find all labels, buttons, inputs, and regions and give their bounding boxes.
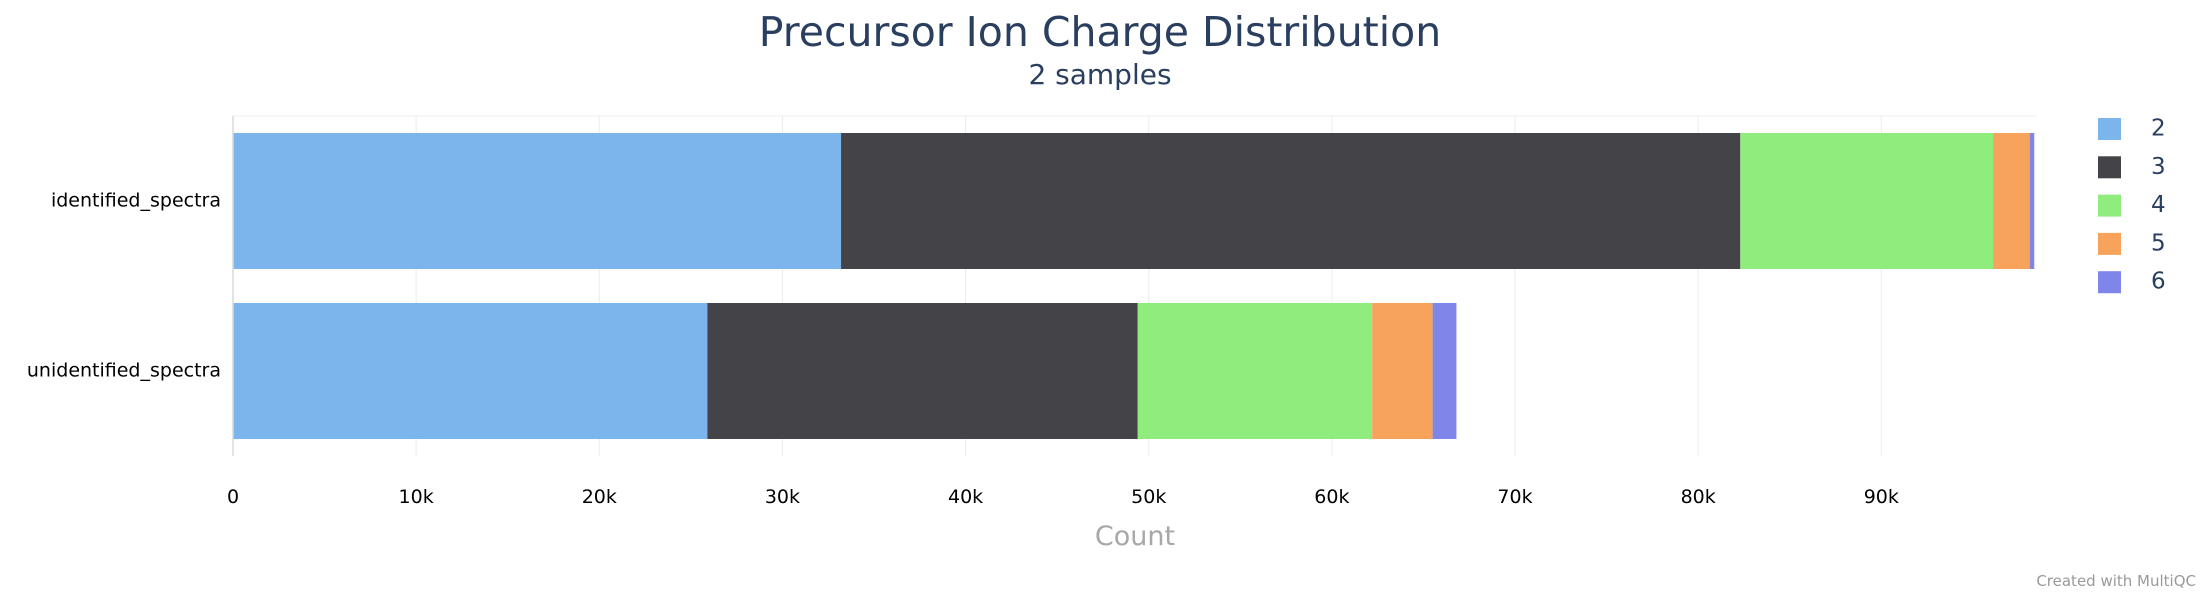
legend-swatch-6	[2098, 271, 2121, 294]
legend-label: 6	[2151, 269, 2166, 295]
x-tick-label: 0	[227, 486, 239, 508]
bar-unidentified_spectra-charge-2	[233, 303, 708, 439]
x-tick-label: 50k	[1131, 486, 1166, 508]
legend-swatch-4	[2098, 194, 2121, 217]
bar-unidentified_spectra-charge-5	[1372, 303, 1433, 439]
x-tick-label: 60k	[1314, 486, 1349, 508]
bar-unidentified_spectra-charge-3	[707, 303, 1138, 439]
legend-label: 4	[2151, 192, 2166, 218]
legend-swatch-2	[2098, 118, 2121, 140]
bar-unidentified_spectra-charge-6	[1432, 303, 1457, 439]
bar-unidentified_spectra-charge-4	[1137, 303, 1373, 439]
x-axis-title: Count	[1095, 521, 1175, 552]
legend-swatch-3	[2098, 156, 2121, 179]
x-tick-label: 40k	[948, 486, 983, 508]
chart-title: Precursor Ion Charge Distribution	[758, 8, 1442, 56]
x-tick-label: 30k	[765, 486, 800, 508]
bar-identified_spectra-charge-3	[841, 133, 1741, 269]
legend-label: 2	[2151, 116, 2166, 142]
x-tick-label: 90k	[1864, 486, 1899, 508]
bar-identified_spectra-charge-6	[2029, 133, 2035, 269]
bar-identified_spectra-charge-4	[1740, 133, 1994, 269]
bar-identified_spectra-charge-2	[233, 133, 842, 269]
x-tick-label: 70k	[1497, 486, 1532, 508]
y-tick-label: identified_spectra	[51, 190, 221, 212]
x-tick-label: 80k	[1681, 486, 1716, 508]
legend-label: 5	[2151, 230, 2166, 256]
x-tick-label: 10k	[399, 486, 434, 508]
credit-text: Created with MultiQC	[2036, 572, 2196, 590]
legend-label: 3	[2151, 154, 2166, 180]
bar-identified_spectra-charge-5	[1993, 133, 2030, 269]
legend-swatch-5	[2098, 232, 2121, 255]
y-tick-label: unidentified_spectra	[27, 360, 221, 382]
chart-subtitle: 2 samples	[1028, 58, 1172, 91]
x-tick-label: 20k	[582, 486, 617, 508]
